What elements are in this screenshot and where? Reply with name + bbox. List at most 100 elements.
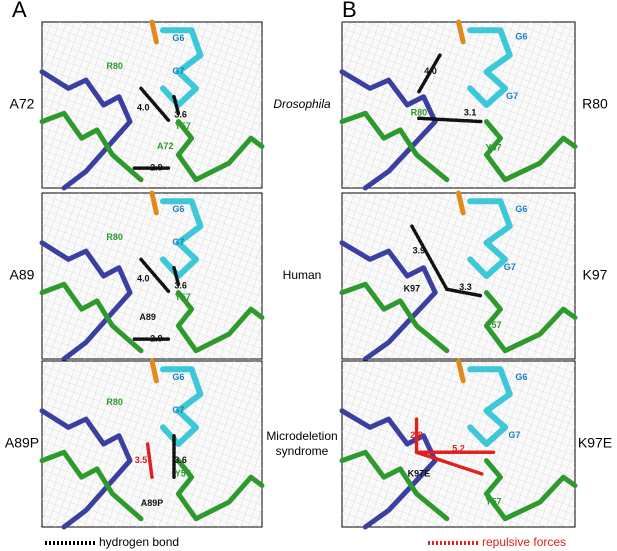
row-label: K97E bbox=[578, 435, 612, 451]
stick bbox=[39, 281, 144, 354]
stick bbox=[39, 240, 133, 362]
residue-label: 2.8 bbox=[410, 430, 423, 440]
species-label: Drosophila bbox=[273, 97, 331, 111]
residue-label: G6 bbox=[515, 31, 527, 41]
residue-label: A89P bbox=[141, 498, 164, 508]
stick bbox=[456, 190, 466, 216]
residue-label: Y57 bbox=[175, 468, 191, 478]
row-label: K97 bbox=[583, 267, 608, 283]
stick bbox=[339, 110, 450, 183]
stick bbox=[145, 442, 154, 479]
residue-label: K97E bbox=[408, 468, 431, 478]
residue-label: 4.0 bbox=[424, 66, 437, 76]
residue-label: G6 bbox=[515, 372, 527, 382]
density-mesh bbox=[342, 22, 575, 188]
residue-label: Y57 bbox=[485, 143, 501, 153]
density-mesh bbox=[342, 193, 575, 359]
stick bbox=[339, 408, 438, 530]
stick bbox=[467, 366, 513, 447]
stick bbox=[139, 86, 172, 124]
stick bbox=[467, 198, 513, 279]
legend-label: hydrogen bond bbox=[99, 535, 179, 549]
stick bbox=[483, 119, 578, 183]
residue-label: G6 bbox=[172, 204, 184, 214]
residue-label: G7 bbox=[508, 430, 520, 440]
residue-label: K97 bbox=[404, 284, 421, 294]
stick bbox=[172, 94, 181, 116]
stick bbox=[160, 27, 204, 108]
residue-label: 3.6 bbox=[174, 280, 187, 290]
residue-label: Y57 bbox=[485, 320, 501, 330]
residue-label: G7 bbox=[504, 262, 516, 272]
residue-label: G7 bbox=[172, 237, 184, 247]
panel-letter: A bbox=[12, 0, 27, 22]
residue-label: 4.0 bbox=[137, 274, 150, 284]
species-label: Microdeletion syndrome bbox=[266, 429, 337, 458]
residue-label: 5.2 bbox=[452, 443, 465, 453]
stick bbox=[149, 358, 159, 384]
residue-label: 4.0 bbox=[137, 103, 150, 113]
stick bbox=[175, 458, 265, 522]
panel-letter: B bbox=[342, 0, 357, 22]
residue-label: G6 bbox=[172, 33, 184, 43]
stick bbox=[339, 449, 450, 522]
stick bbox=[339, 281, 450, 354]
residue-label: 3.6 bbox=[174, 109, 187, 119]
density-mesh bbox=[42, 193, 262, 359]
stick bbox=[175, 119, 265, 183]
stick bbox=[160, 198, 204, 279]
stick bbox=[456, 358, 466, 384]
stick bbox=[414, 450, 484, 476]
residue-label: 3.9 bbox=[413, 245, 426, 255]
residue-label: Y57 bbox=[485, 496, 501, 506]
residue-label: G7 bbox=[172, 66, 184, 76]
residue-label: R80 bbox=[411, 108, 428, 118]
residue-label: G7 bbox=[172, 405, 184, 415]
density-mesh bbox=[42, 22, 262, 188]
stick bbox=[339, 69, 438, 191]
stick bbox=[456, 19, 466, 45]
residue-label: 3.5 bbox=[135, 455, 148, 465]
stick bbox=[149, 19, 159, 45]
residue-label: R80 bbox=[106, 232, 123, 242]
residue-label: G6 bbox=[172, 372, 184, 382]
row-label: A89P bbox=[5, 435, 39, 451]
residue-label: 3.6 bbox=[174, 455, 187, 465]
residue-label: A89 bbox=[139, 312, 156, 322]
residue-label: R80 bbox=[106, 397, 123, 407]
stick bbox=[483, 290, 578, 354]
stick bbox=[467, 27, 513, 108]
stick bbox=[139, 257, 172, 295]
stick bbox=[39, 449, 144, 522]
stick bbox=[39, 408, 133, 530]
stick bbox=[445, 287, 484, 298]
row-label: A72 bbox=[10, 96, 35, 112]
stick bbox=[39, 110, 144, 183]
stick bbox=[160, 366, 204, 447]
density-mesh bbox=[342, 361, 575, 527]
stick bbox=[483, 458, 578, 522]
legend-label: repulsive forces bbox=[482, 535, 566, 549]
stick bbox=[417, 116, 484, 124]
residue-label: Y57 bbox=[175, 121, 191, 131]
stick bbox=[172, 265, 181, 287]
species-label: Human bbox=[283, 268, 322, 282]
residue-label: G7 bbox=[506, 91, 518, 101]
residue-label: 3.3 bbox=[459, 282, 472, 292]
residue-label: 2.9 bbox=[150, 333, 163, 343]
stick bbox=[149, 190, 159, 216]
residue-label: Y57 bbox=[175, 292, 191, 302]
stick bbox=[339, 240, 438, 362]
residue-label: 3.1 bbox=[464, 108, 477, 118]
stick bbox=[417, 53, 442, 94]
stick bbox=[175, 290, 265, 354]
residue-label: A72 bbox=[157, 141, 174, 151]
row-label: A89 bbox=[10, 267, 35, 283]
row-label: R80 bbox=[582, 96, 608, 112]
residue-label: 2.9 bbox=[150, 162, 163, 172]
density-mesh bbox=[42, 361, 262, 527]
residue-label: R80 bbox=[106, 61, 123, 71]
residue-label: G6 bbox=[515, 204, 527, 214]
stick bbox=[39, 69, 133, 191]
